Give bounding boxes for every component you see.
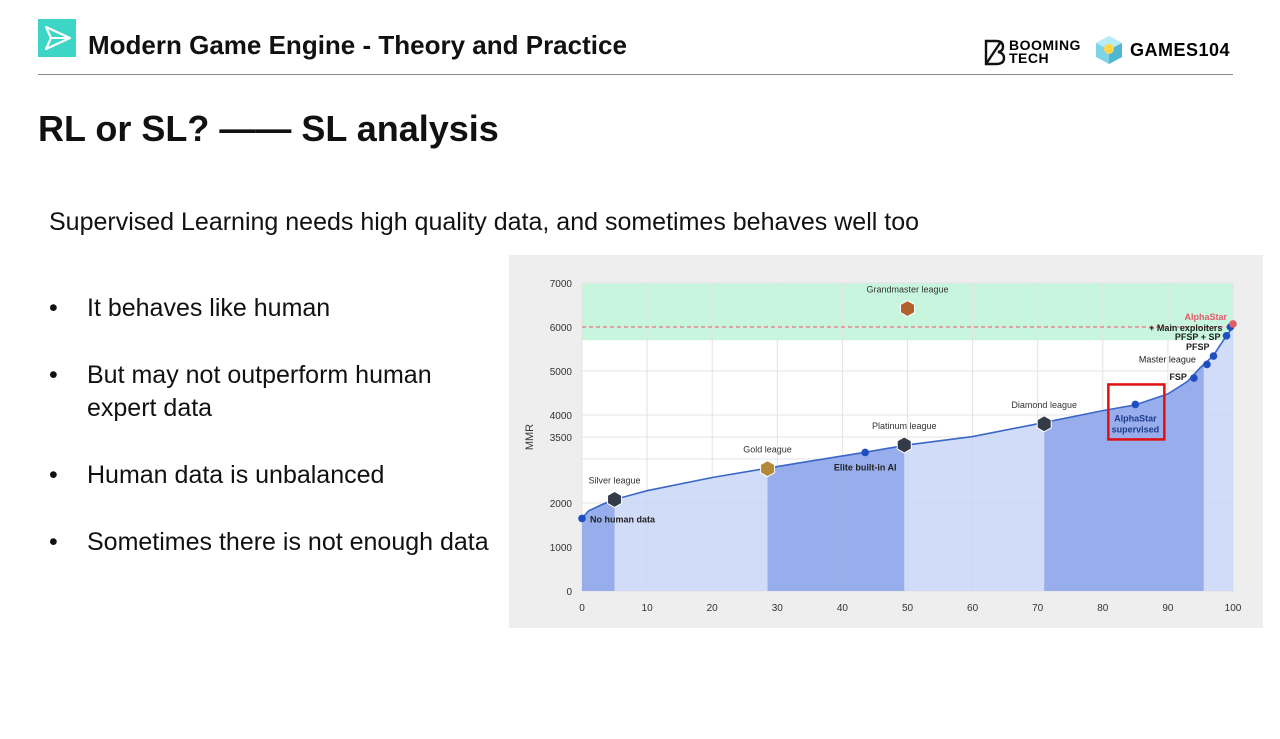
y-axis-label: MMR bbox=[524, 424, 536, 450]
bullet-dot: • bbox=[49, 528, 58, 556]
league-label: Platinum league bbox=[872, 421, 937, 431]
y-tick-label: 1000 bbox=[550, 543, 573, 554]
league-highlight-band bbox=[767, 445, 905, 591]
y-tick-label: 5000 bbox=[550, 367, 573, 378]
point-label: FSP bbox=[1169, 372, 1187, 382]
y-tick-label: 3500 bbox=[550, 433, 573, 444]
data-point bbox=[1222, 332, 1231, 340]
x-tick-label: 30 bbox=[772, 603, 784, 614]
data-point bbox=[1131, 400, 1140, 409]
point-label: + Main exploiters bbox=[1149, 323, 1222, 333]
y-tick-label: 7000 bbox=[550, 279, 573, 290]
header-divider bbox=[38, 74, 1233, 75]
data-point bbox=[1209, 352, 1218, 360]
data-point bbox=[1190, 374, 1198, 382]
league-badge-icon bbox=[1036, 415, 1052, 433]
booming-logo-icon bbox=[984, 39, 1006, 66]
x-tick-label: 70 bbox=[1032, 603, 1044, 614]
y-tick-label: 0 bbox=[566, 587, 572, 598]
brand-booming-line1: BOOMING bbox=[1009, 37, 1081, 53]
games104-cube-icon bbox=[1096, 36, 1122, 64]
data-point bbox=[578, 514, 586, 523]
point-label: No human data bbox=[590, 514, 656, 524]
x-tick-label: 50 bbox=[902, 603, 914, 614]
league-label: Silver league bbox=[589, 475, 641, 485]
brand-booming-line2: TECH bbox=[1009, 50, 1050, 66]
league-badge-icon bbox=[900, 299, 915, 318]
bullet-list: • It behaves like human • But may not outp… bbox=[49, 292, 499, 593]
bullet-item: • Sometimes there is not enough data bbox=[49, 526, 499, 559]
data-point bbox=[1229, 320, 1237, 328]
y-tick-label: 4000 bbox=[550, 411, 573, 422]
slide-title: RL or SL? —— SL analysis bbox=[38, 108, 499, 149]
point-label: AlphaStar bbox=[1114, 413, 1157, 423]
slide-subtitle: Supervised Learning needs high quality d… bbox=[49, 208, 919, 236]
league-badge-icon bbox=[760, 460, 776, 478]
highlight-box bbox=[1107, 383, 1166, 441]
point-label: supervised bbox=[1112, 424, 1160, 434]
point-label: Master league bbox=[1139, 354, 1196, 364]
league-label: Grandmaster league bbox=[866, 285, 948, 295]
mmr-chart: 0 10 20 30 40 50 60 70 80 90 100 0 1000 2000 3500 4000 5… bbox=[509, 255, 1263, 628]
bullet-dot: • bbox=[49, 461, 58, 489]
x-tick-label: 60 bbox=[967, 603, 979, 614]
point-label: PFSP bbox=[1186, 342, 1210, 352]
bullet-item: • It behaves like human bbox=[49, 292, 499, 325]
league-highlight-band bbox=[582, 499, 615, 591]
bullet-text: Human data is unbalanced bbox=[87, 461, 385, 489]
x-tick-label: 100 bbox=[1225, 603, 1242, 614]
bullet-text: But may not outperform human expert data bbox=[87, 361, 432, 422]
data-point bbox=[861, 448, 869, 457]
mmr-curve-line bbox=[581, 326, 1234, 519]
games104-logo: GAMES104 bbox=[1094, 34, 1230, 66]
y-tick-label: 2000 bbox=[550, 499, 573, 510]
league-label: Gold league bbox=[743, 445, 792, 455]
league-label: Diamond league bbox=[1011, 400, 1077, 410]
point-label: Elite built-in AI bbox=[834, 462, 897, 472]
x-tick-label: 20 bbox=[707, 603, 719, 614]
brand-games104: GAMES104 bbox=[1130, 39, 1231, 60]
play-logo-icon bbox=[38, 19, 76, 57]
bullet-dot: • bbox=[49, 361, 58, 389]
y-tick-label: 6000 bbox=[550, 323, 573, 334]
bullet-item: • But may not outperform human expert dat… bbox=[49, 359, 499, 425]
point-label: AlphaStar bbox=[1184, 312, 1227, 322]
league-badge-icon bbox=[607, 490, 623, 509]
data-point bbox=[1203, 360, 1211, 369]
bullet-text: It behaves like human bbox=[87, 294, 331, 322]
course-title: Modern Game Engine - Theory and Practice bbox=[88, 30, 627, 60]
x-tick-label: 80 bbox=[1097, 603, 1109, 614]
x-tick-label: 0 bbox=[579, 603, 585, 614]
x-tick-label: 10 bbox=[642, 603, 654, 614]
x-tick-label: 40 bbox=[837, 603, 849, 614]
point-label: PFSP + SP bbox=[1175, 332, 1221, 342]
bullet-text: Sometimes there is not enough data bbox=[87, 528, 489, 556]
bullet-item: • Human data is unbalanced bbox=[49, 459, 499, 492]
league-badge-icon bbox=[896, 436, 912, 454]
x-tick-label: 90 bbox=[1162, 603, 1174, 614]
bullet-dot: • bbox=[49, 294, 58, 322]
mmr-chart-svg: 0 10 20 30 40 50 60 70 80 90 100010002000350040005… bbox=[509, 255, 1263, 628]
booming-tech-logo: BOOMING TECH bbox=[983, 36, 1081, 68]
